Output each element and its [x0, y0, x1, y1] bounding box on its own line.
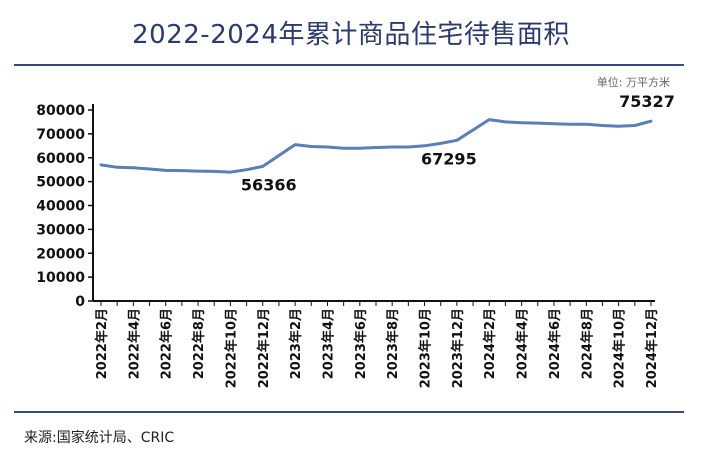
- x-tick-label: 2022年2月: [94, 308, 110, 379]
- top-rule: [14, 64, 684, 66]
- x-tick-label: 2024年8月: [579, 308, 595, 379]
- x-tick-label: 2023年12月: [450, 308, 466, 388]
- x-tick-label: 2024年6月: [547, 308, 563, 379]
- y-tick-label: 80000: [36, 103, 85, 119]
- source-note: 来源:国家统计局、CRIC: [24, 430, 175, 446]
- bottom-rule: [14, 411, 684, 413]
- x-tick-label: 2024年4月: [515, 308, 531, 379]
- series-line: [99, 118, 653, 174]
- y-tick-label: 60000: [36, 151, 85, 167]
- x-tick-label: 2022年6月: [159, 308, 175, 379]
- x-tick-label: 2022年4月: [126, 308, 142, 379]
- x-tick-label: 2022年8月: [191, 308, 207, 379]
- x-tick-label: 2023年6月: [353, 308, 369, 379]
- y-tick-label: 70000: [36, 127, 85, 143]
- y-tick-label: 10000: [36, 270, 85, 286]
- data-label: 75327: [619, 92, 675, 111]
- data-label: 67295: [421, 149, 477, 168]
- x-tick-label: 2022年12月: [256, 308, 272, 388]
- data-label: 56366: [241, 175, 297, 194]
- x-tick-label: 2024年2月: [482, 308, 498, 379]
- y-tick-label: 30000: [36, 222, 85, 238]
- unit-label: 单位: 万平方米: [596, 76, 670, 89]
- x-tick-label: 2024年12月: [644, 308, 660, 388]
- x-tick-label: 2023年4月: [320, 308, 336, 379]
- x-tick-label: 2023年10月: [418, 308, 434, 388]
- y-tick-label: 40000: [36, 199, 85, 215]
- x-tick-label: 2022年10月: [223, 308, 239, 388]
- y-tick-label: 20000: [36, 246, 85, 262]
- x-tick-label: 2023年8月: [385, 308, 401, 379]
- x-tick-label: 2024年10月: [612, 308, 628, 388]
- y-tick-label: 0: [75, 294, 85, 310]
- chart-title: 2022-2024年累计商品住宅待售面积: [132, 20, 570, 50]
- x-tick-label: 2023年2月: [288, 308, 304, 379]
- y-tick-label: 50000: [36, 175, 85, 191]
